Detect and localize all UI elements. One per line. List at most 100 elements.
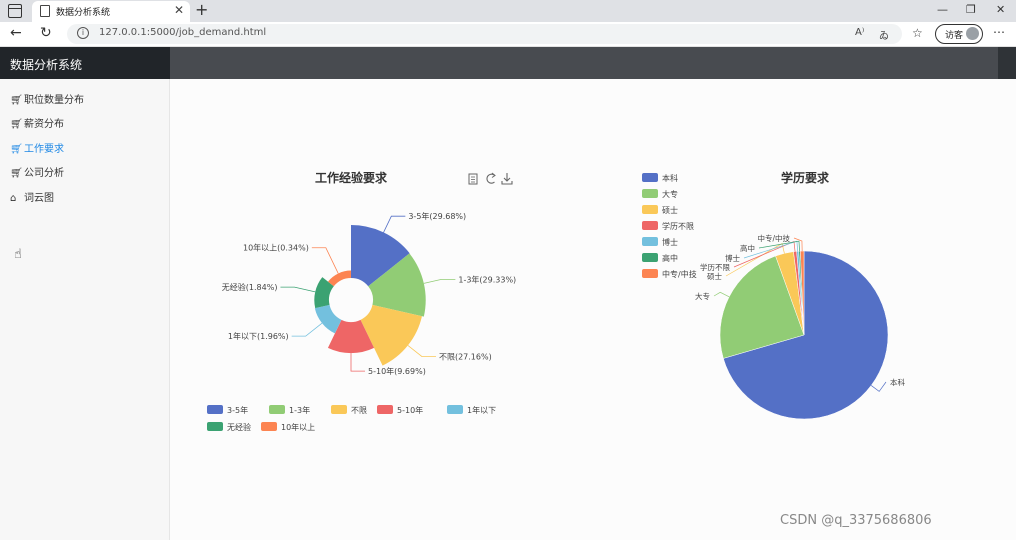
translate-icon[interactable]: ゐ <box>879 31 889 42</box>
more-menu-icon[interactable]: ⋯ <box>993 25 1005 39</box>
data-label: 中专/中技 <box>757 233 790 243</box>
legend-label[interactable]: 1年以下 <box>467 405 496 415</box>
legend-swatch[interactable] <box>447 405 463 414</box>
sidebar-item-job-requirements[interactable]: 🛒︎工作要求 <box>10 144 64 155</box>
profile-button[interactable]: 访客 <box>935 24 983 44</box>
restore-icon[interactable]: ❐ <box>966 3 976 16</box>
label-line <box>870 381 887 392</box>
sidebar-item-job-count[interactable]: 🛒︎职位数量分布 <box>10 95 84 106</box>
download-icon[interactable] <box>501 173 513 185</box>
guest-label: 访客 <box>945 31 964 41</box>
label-line <box>280 286 316 293</box>
chart-toolbox <box>468 172 513 185</box>
charts-canvas: 工作经验要求 3-5年(29.68%)1 <box>207 170 905 432</box>
new-tab-icon[interactable]: + <box>195 0 209 19</box>
label-line <box>291 322 323 337</box>
restore-chart-icon[interactable] <box>486 172 496 184</box>
info-icon[interactable]: i <box>77 27 89 39</box>
label-line <box>713 291 730 298</box>
brand-title: 数据分析系统 <box>0 47 170 79</box>
data-label: 不限(27.16%) <box>439 353 492 362</box>
legend-label[interactable]: 不限 <box>351 406 367 415</box>
window-menu-icon[interactable] <box>8 4 22 18</box>
legend-label[interactable]: 学历不限 <box>662 221 694 231</box>
cart-icon: 🛒︎ <box>10 119 23 130</box>
rose-slice[interactable] <box>327 270 351 287</box>
education-chart-title: 学历要求 <box>781 170 830 185</box>
cart-icon: 🛒︎ <box>10 168 23 179</box>
pie-slice[interactable] <box>719 255 805 359</box>
rose-slice[interactable] <box>314 277 334 309</box>
legend-swatch[interactable] <box>642 173 658 182</box>
minimize-icon[interactable]: — <box>937 3 948 16</box>
cart-icon: 🛒︎ <box>10 95 23 106</box>
legend-swatch[interactable] <box>642 221 658 230</box>
legend-swatch[interactable] <box>377 405 393 414</box>
legend-swatch[interactable] <box>642 205 658 214</box>
legend-swatch[interactable] <box>207 405 223 414</box>
data-view-icon[interactable] <box>468 173 478 185</box>
read-aloud-icon[interactable]: A⁾ <box>855 27 865 38</box>
legend-label[interactable]: 无经验 <box>227 422 251 432</box>
sidebar-item-salary[interactable]: 🛒︎薪资分布 <box>10 119 64 130</box>
label-line <box>758 240 800 252</box>
legend-swatch[interactable] <box>207 422 223 431</box>
legend-swatch[interactable] <box>642 269 658 278</box>
browser-tab[interactable]: 数据分析系统 ✕ <box>32 1 190 22</box>
rose-slice[interactable] <box>360 304 422 366</box>
legend-label[interactable]: 中专/中技 <box>662 269 697 279</box>
sidebar-item-company[interactable]: 🛒︎公司分析 <box>10 168 64 179</box>
legend-label[interactable]: 10年以上 <box>281 422 315 432</box>
label-line <box>423 278 456 284</box>
label-line <box>350 353 365 372</box>
legend-label[interactable]: 博士 <box>662 237 678 247</box>
close-tab-icon[interactable]: ✕ <box>173 3 184 17</box>
pie-slice[interactable] <box>723 250 889 420</box>
sidebar: 🛒︎职位数量分布 🛒︎薪资分布 🛒︎工作要求 🛒︎公司分析 ⌂ 词云图 ☝ <box>0 79 170 540</box>
legend-label[interactable]: 3-5年 <box>227 405 248 415</box>
legend-label[interactable]: 本科 <box>662 173 678 183</box>
data-label: 3-5年(29.68%) <box>408 211 466 221</box>
experience-chart: 工作经验要求 3-5年(29.68%)1 <box>207 170 516 432</box>
rose-slice[interactable] <box>314 304 342 334</box>
legend-swatch[interactable] <box>642 237 658 246</box>
back-arrow-icon[interactable]: ← <box>10 25 22 41</box>
legend-swatch[interactable] <box>642 189 658 198</box>
legend-label[interactable]: 1-3年 <box>289 405 310 415</box>
legend-label[interactable]: 高中 <box>662 253 678 263</box>
legend-label[interactable]: 硕士 <box>662 205 678 215</box>
browser-toolbar: ← ↻ i 127.0.0.1:5000/job_demand.html A⁾ … <box>0 22 1016 47</box>
data-label: 高中 <box>740 243 755 253</box>
document-icon <box>40 5 50 17</box>
label-line <box>733 241 796 268</box>
experience-chart-title: 工作经验要求 <box>315 170 388 185</box>
label-line <box>383 215 406 233</box>
rose-slice[interactable] <box>327 319 375 354</box>
legend-swatch[interactable] <box>331 405 347 414</box>
reload-icon[interactable]: ↻ <box>40 25 52 41</box>
url-text[interactable]: 127.0.0.1:5000/job_demand.html <box>99 27 267 38</box>
mouse-cursor-icon: ☝ <box>14 247 22 262</box>
data-label: 1年以下(1.96%) <box>228 331 289 341</box>
address-bar[interactable]: i 127.0.0.1:5000/job_demand.html A⁾ ゐ <box>67 24 902 44</box>
home-icon: ⌂ <box>10 193 17 204</box>
data-label: 5-10年(9.69%) <box>368 366 426 376</box>
rose-slice[interactable] <box>351 225 410 287</box>
avatar-icon <box>966 27 979 40</box>
legend-swatch[interactable] <box>642 253 658 262</box>
favorites-icon[interactable]: ☆ <box>912 26 923 40</box>
close-window-icon[interactable]: ✕ <box>996 3 1006 16</box>
legend-label[interactable]: 大专 <box>662 189 678 199</box>
label-line <box>793 237 803 252</box>
rose-slice[interactable] <box>368 253 426 317</box>
label-line <box>311 247 339 274</box>
label-line <box>407 345 436 358</box>
main-content: 工作经验要求 3-5年(29.68%) 1 <box>170 79 1016 540</box>
legend-label[interactable]: 5-10年 <box>397 405 423 415</box>
cart-icon: 🛒︎ <box>10 144 23 155</box>
legend-swatch[interactable] <box>269 405 285 414</box>
sidebar-item-wordcloud[interactable]: ⌂ 词云图 <box>10 193 54 204</box>
tab-title: 数据分析系统 <box>56 8 111 18</box>
legend-swatch[interactable] <box>261 422 277 431</box>
